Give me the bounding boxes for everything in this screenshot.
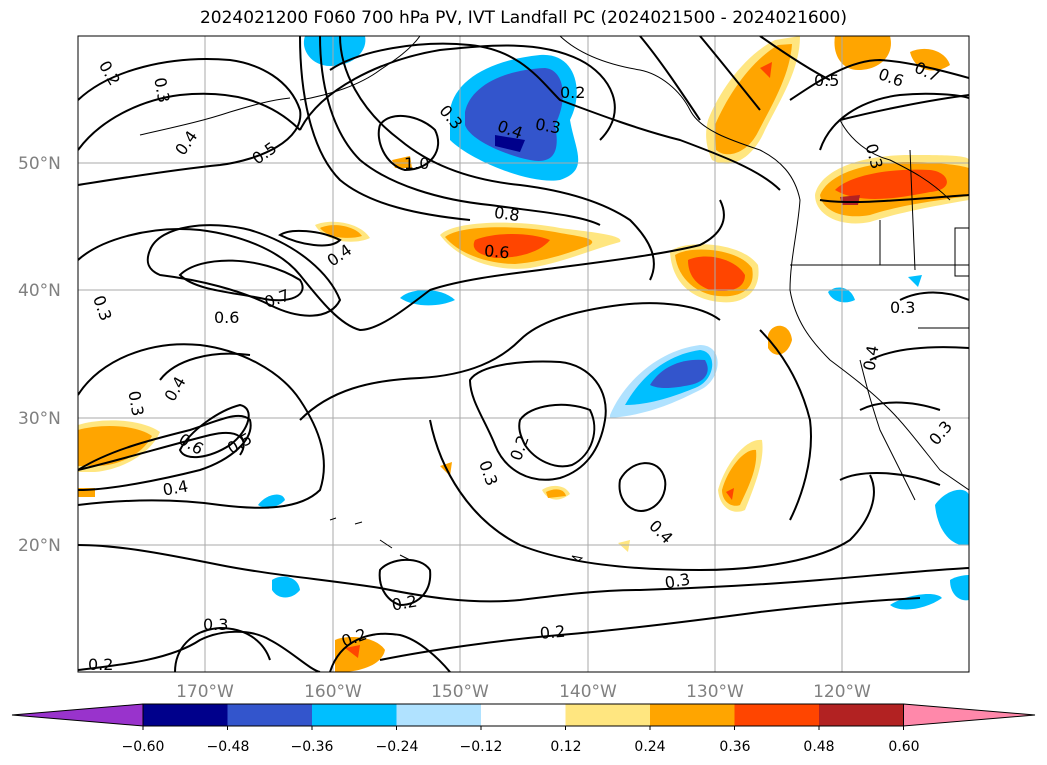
- lon-label: 150°W: [431, 682, 489, 702]
- contour-label: 0.3: [890, 298, 915, 317]
- contour-label: 0.5: [814, 71, 839, 90]
- contour-label: 0.8: [493, 203, 521, 225]
- colorbar-tick-label: −0.36: [291, 739, 334, 755]
- contour-label: 0.2: [88, 655, 113, 674]
- lat-label: 20°N: [18, 536, 61, 556]
- colorbar-tick-label: 0.36: [719, 739, 750, 755]
- lon-label: 170°W: [176, 682, 234, 702]
- colorbar-segment: [565, 704, 651, 726]
- lon-label: 140°W: [559, 682, 617, 702]
- map-panel: 0.2 0.3 0.4 0.5 1.0 0.4 0.3 0.2 0.5 0.6 …: [78, 36, 969, 674]
- lat-label: 50°N: [18, 154, 61, 174]
- colorbar-segment: [312, 704, 397, 726]
- colorbar-segment: [143, 704, 228, 726]
- coastlines: [139, 36, 969, 562]
- lat-label: 30°N: [18, 409, 61, 429]
- contour-label: 0.2: [390, 591, 418, 614]
- lat-label: 40°N: [18, 281, 61, 301]
- contour-label: 0.2: [560, 83, 585, 102]
- colorbar-tick-label: −0.60: [122, 739, 165, 755]
- colorbar-border: [142, 703, 904, 727]
- colorbar-segment: [734, 704, 820, 726]
- colorbar-segment: [396, 704, 482, 726]
- lon-label: 130°W: [686, 682, 744, 702]
- contour-label: 0.4: [161, 476, 189, 499]
- contour-label: 0.3: [203, 615, 228, 634]
- gridlines: [78, 36, 969, 672]
- colorbar-tick-labels: −0.60 −0.48 −0.36 −0.24 −0.12 0.12 0.24 …: [122, 739, 920, 755]
- map-title: 2024021200 F060 700 hPa PV, IVT Landfall…: [199, 8, 847, 28]
- colorbar-tick-label: 0.24: [634, 739, 665, 755]
- latitude-labels: 50°N 40°N 30°N 20°N: [18, 154, 61, 556]
- colorbar-tick-label: −0.24: [376, 739, 419, 755]
- colorbar-tick-label: 0.12: [550, 739, 581, 755]
- contour-label: 0.6: [483, 241, 510, 262]
- contour-label: 0.3: [150, 76, 173, 104]
- lon-label: 120°W: [813, 682, 871, 702]
- orange-anomaly-north: [834, 36, 891, 70]
- lon-label: 160°W: [304, 682, 362, 702]
- contour-label: 0.3: [124, 389, 147, 417]
- contour-label: 0.3: [534, 114, 562, 137]
- colorbar: [11, 703, 1036, 730]
- map-border: [77, 35, 970, 673]
- colorbar-tick-label: −0.48: [207, 739, 250, 755]
- colorbar-tick-label: −0.12: [460, 739, 503, 755]
- contour-label: 1.0: [404, 154, 429, 173]
- contour-label: 0.6: [214, 308, 239, 327]
- colorbar-segment: [650, 704, 735, 726]
- pv-contours: [78, 36, 969, 672]
- colorbar-tick-label: 0.60: [888, 739, 919, 755]
- colorbar-tick-label: 0.48: [803, 739, 834, 755]
- colorbar-extend-min: [11, 703, 144, 727]
- contour-label: 0.2: [539, 622, 566, 643]
- colorbar-segment: [481, 704, 566, 726]
- colorbar-segment: [227, 704, 313, 726]
- colorbar-extend-max: [903, 703, 1036, 727]
- longitude-labels: 170°W 160°W 150°W 140°W 130°W 120°W: [176, 682, 871, 702]
- colorbar-segment: [819, 704, 904, 726]
- contour-label: 0.3: [663, 569, 691, 592]
- contour-label: 0.4: [859, 344, 882, 372]
